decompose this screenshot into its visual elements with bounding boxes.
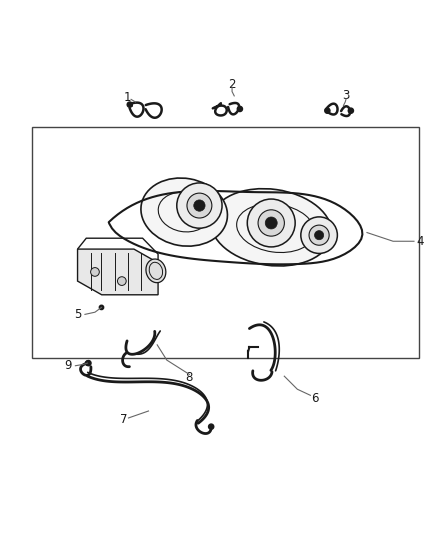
Circle shape	[258, 210, 284, 236]
Polygon shape	[78, 249, 158, 295]
Text: 8: 8	[186, 372, 193, 384]
Circle shape	[187, 193, 212, 218]
Circle shape	[265, 217, 277, 229]
Circle shape	[314, 231, 324, 240]
Circle shape	[309, 225, 329, 245]
Ellipse shape	[141, 178, 227, 246]
Ellipse shape	[211, 189, 332, 266]
Circle shape	[301, 217, 337, 254]
Circle shape	[99, 305, 104, 310]
Text: 3: 3	[343, 90, 350, 102]
Circle shape	[86, 360, 91, 366]
Circle shape	[194, 200, 205, 211]
Text: 5: 5	[74, 308, 81, 321]
Text: 2: 2	[228, 78, 236, 91]
Circle shape	[348, 108, 353, 114]
Circle shape	[127, 102, 132, 107]
Circle shape	[247, 199, 295, 247]
Circle shape	[208, 424, 214, 429]
Circle shape	[237, 107, 243, 111]
Bar	[32, 127, 419, 358]
Ellipse shape	[146, 259, 166, 282]
Circle shape	[85, 361, 90, 365]
Circle shape	[177, 183, 222, 228]
Text: 6: 6	[311, 392, 318, 405]
Text: 9: 9	[64, 359, 71, 372]
Text: 4: 4	[417, 235, 424, 248]
Circle shape	[117, 277, 126, 286]
Text: 7: 7	[120, 413, 127, 426]
Circle shape	[91, 268, 99, 276]
Text: 1: 1	[124, 91, 131, 104]
Circle shape	[325, 108, 330, 114]
